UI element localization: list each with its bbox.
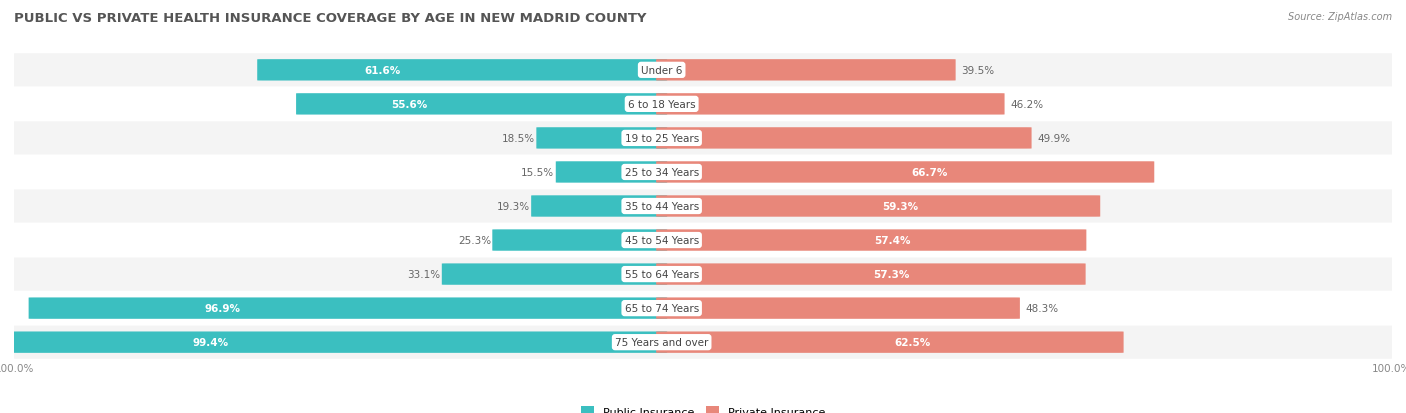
Text: 6 to 18 Years: 6 to 18 Years <box>628 100 696 109</box>
Text: 55 to 64 Years: 55 to 64 Years <box>624 269 699 280</box>
Text: 59.3%: 59.3% <box>882 202 918 211</box>
Text: PUBLIC VS PRIVATE HEALTH INSURANCE COVERAGE BY AGE IN NEW MADRID COUNTY: PUBLIC VS PRIVATE HEALTH INSURANCE COVER… <box>14 12 647 25</box>
Text: 45 to 54 Years: 45 to 54 Years <box>624 235 699 245</box>
FancyBboxPatch shape <box>297 94 668 115</box>
FancyBboxPatch shape <box>657 60 956 81</box>
FancyBboxPatch shape <box>10 122 1396 155</box>
Text: 35 to 44 Years: 35 to 44 Years <box>624 202 699 211</box>
FancyBboxPatch shape <box>10 224 1396 257</box>
FancyBboxPatch shape <box>492 230 668 251</box>
FancyBboxPatch shape <box>657 264 1085 285</box>
Text: 25.3%: 25.3% <box>458 235 491 245</box>
Text: Source: ZipAtlas.com: Source: ZipAtlas.com <box>1288 12 1392 22</box>
Text: 49.9%: 49.9% <box>1038 133 1070 144</box>
FancyBboxPatch shape <box>10 326 1396 359</box>
Text: 62.5%: 62.5% <box>894 337 931 347</box>
Text: 75 Years and over: 75 Years and over <box>614 337 709 347</box>
FancyBboxPatch shape <box>657 94 1004 115</box>
FancyBboxPatch shape <box>10 258 1396 291</box>
FancyBboxPatch shape <box>10 292 1396 325</box>
FancyBboxPatch shape <box>657 162 1154 183</box>
FancyBboxPatch shape <box>10 54 1396 87</box>
Text: 39.5%: 39.5% <box>962 66 994 76</box>
Text: 61.6%: 61.6% <box>364 66 401 76</box>
FancyBboxPatch shape <box>28 298 668 319</box>
FancyBboxPatch shape <box>657 298 1019 319</box>
FancyBboxPatch shape <box>536 128 668 149</box>
FancyBboxPatch shape <box>13 332 668 353</box>
Text: 33.1%: 33.1% <box>408 269 440 280</box>
Text: 65 to 74 Years: 65 to 74 Years <box>624 304 699 313</box>
FancyBboxPatch shape <box>531 196 668 217</box>
Text: 19.3%: 19.3% <box>496 202 530 211</box>
FancyBboxPatch shape <box>657 230 1087 251</box>
Text: 25 to 34 Years: 25 to 34 Years <box>624 168 699 178</box>
Text: 99.4%: 99.4% <box>193 337 229 347</box>
Text: 48.3%: 48.3% <box>1025 304 1059 313</box>
Text: 15.5%: 15.5% <box>522 168 554 178</box>
Text: 18.5%: 18.5% <box>502 133 534 144</box>
Text: 46.2%: 46.2% <box>1010 100 1043 109</box>
FancyBboxPatch shape <box>441 264 668 285</box>
FancyBboxPatch shape <box>257 60 668 81</box>
FancyBboxPatch shape <box>657 128 1032 149</box>
Text: Under 6: Under 6 <box>641 66 682 76</box>
Text: 57.4%: 57.4% <box>875 235 911 245</box>
FancyBboxPatch shape <box>10 156 1396 189</box>
Text: 66.7%: 66.7% <box>911 168 948 178</box>
FancyBboxPatch shape <box>657 196 1101 217</box>
Text: 96.9%: 96.9% <box>204 304 240 313</box>
Legend: Public Insurance, Private Insurance: Public Insurance, Private Insurance <box>576 402 830 413</box>
FancyBboxPatch shape <box>10 88 1396 121</box>
FancyBboxPatch shape <box>10 190 1396 223</box>
FancyBboxPatch shape <box>657 332 1123 353</box>
Text: 19 to 25 Years: 19 to 25 Years <box>624 133 699 144</box>
FancyBboxPatch shape <box>555 162 668 183</box>
Text: 55.6%: 55.6% <box>391 100 427 109</box>
Text: 57.3%: 57.3% <box>873 269 910 280</box>
